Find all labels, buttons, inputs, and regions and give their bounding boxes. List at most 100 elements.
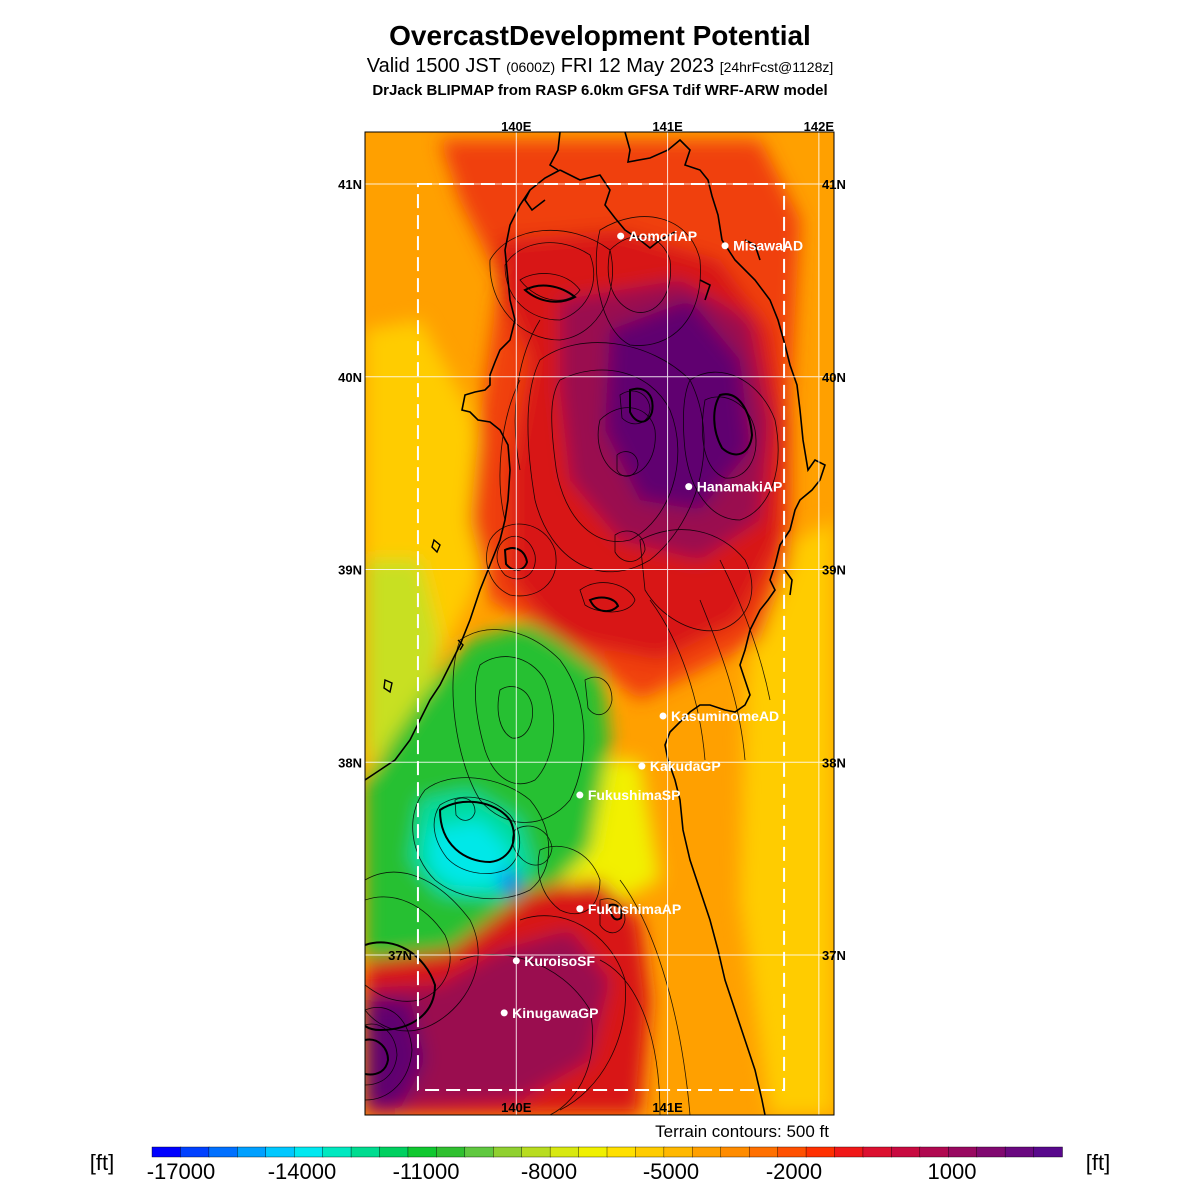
colorbar-swatch	[379, 1146, 409, 1158]
field-blue	[500, 872, 520, 895]
colorbar-swatch	[1033, 1146, 1063, 1158]
colorbar-swatch	[180, 1146, 210, 1158]
chart-title: OvercastDevelopment Potential	[389, 20, 811, 51]
colorbar-swatch	[692, 1146, 722, 1158]
station-marker	[685, 483, 693, 491]
station-kinugawagp[interactable]: KinugawaGP	[500, 1005, 599, 1021]
station-label: FukushimaSP	[588, 787, 681, 803]
colorbar-swatch	[265, 1146, 295, 1158]
colorbar-unit-right: [ft]	[1086, 1150, 1110, 1175]
colorbar-swatch	[549, 1146, 580, 1158]
colorbar-swatch	[635, 1146, 665, 1158]
station-label: KasuminomeAD	[671, 708, 779, 724]
top-lon-label: 140E	[501, 119, 532, 134]
colorbar-swatch	[1004, 1146, 1035, 1158]
colorbar-swatch	[948, 1146, 978, 1158]
colorbar-swatch	[464, 1146, 494, 1158]
colorbar-swatch	[862, 1146, 893, 1158]
station-marker	[617, 232, 625, 240]
station-kakudagp[interactable]: KakudaGP	[638, 758, 721, 774]
valid-prefix: Valid 1500 JST	[366, 55, 501, 77]
colorbar-swatch	[521, 1146, 551, 1158]
right-lat-label: 40N	[822, 370, 846, 385]
colorbar-swatch	[493, 1146, 523, 1158]
map-frame	[364, 131, 835, 1116]
inner-domain-box	[416, 183, 786, 1091]
bottom-lon-label: 141E	[652, 1100, 683, 1115]
coastline	[365, 132, 826, 1115]
left-lat-label: 37N	[388, 948, 412, 963]
station-kuroisosf[interactable]: KuroisoSF	[512, 953, 596, 969]
valid-time: Valid 1500 JST (0600Z) FRI 12 May 2023 […	[0, 55, 1200, 78]
colorbar-tick-label: -11000	[393, 1159, 460, 1184]
colorbar-swatch	[436, 1146, 466, 1158]
left-lat-label: 39N	[338, 563, 362, 578]
colorbar-tick-label: 1000	[928, 1159, 977, 1184]
colorbar-swatch	[606, 1146, 637, 1158]
forecast-tag: [24hrFcst@1128z]	[719, 59, 834, 75]
colorbar-swatch	[777, 1146, 807, 1158]
station-fukushimaap[interactable]: FukushimaAP	[576, 901, 681, 917]
colorbar-tick-label: -8000	[521, 1159, 577, 1184]
colorbar-swatch	[663, 1146, 694, 1158]
terrain-contours-major	[365, 284, 754, 1076]
colorbar-swatch	[151, 1146, 182, 1158]
station-marker	[512, 957, 520, 965]
station-marker	[638, 762, 646, 770]
station-marker	[500, 1009, 508, 1017]
colorbar-swatch	[919, 1146, 949, 1158]
left-lat-label: 38N	[338, 755, 362, 770]
colorbar-unit-left: [ft]	[90, 1150, 114, 1175]
station-label: MisawaAD	[733, 238, 803, 254]
station-label: KuroisoSF	[524, 953, 595, 969]
valid-date: FRI 12 May 2023	[560, 55, 715, 77]
model-info: DrJack BLIPMAP from RASP 6.0km GFSA Tdif…	[372, 82, 828, 99]
station-label: HanamakiAP	[697, 479, 783, 495]
top-lon-label: 142E	[804, 119, 835, 134]
colorbar-swatch	[208, 1146, 239, 1158]
station-label: KinugawaGP	[512, 1005, 598, 1021]
right-lat-label: 38N	[822, 755, 846, 770]
station-fukushimasp[interactable]: FukushimaSP	[576, 787, 680, 803]
colorbar-tick-label: -14000	[268, 1159, 337, 1184]
colorbar-swatch	[720, 1146, 750, 1158]
axis-labels: 140E 141E 142E 140E 141E 41N 40N 39N 38N 37N 41N 40…	[338, 119, 846, 1115]
stations: AomoriAP MisawaAD HanamakiAP KasuminomeAD Ka…	[500, 228, 804, 1021]
map-area: AomoriAP MisawaAD HanamakiAP KasuminomeAD Ka…	[365, 132, 834, 1115]
station-marker	[659, 712, 667, 720]
colorbar-swatch	[350, 1146, 381, 1158]
station-misawaad[interactable]: MisawaAD	[721, 238, 804, 254]
station-marker	[721, 242, 729, 250]
colorbar-swatch	[805, 1146, 836, 1158]
colorbar-tick-label: -2000	[766, 1159, 822, 1184]
station-marker	[576, 791, 584, 799]
station-aomoriap[interactable]: AomoriAP	[617, 228, 697, 244]
right-lat-label: 41N	[822, 177, 846, 192]
colorbar-swatch	[891, 1146, 921, 1158]
colorbar-swatch	[976, 1146, 1006, 1158]
field-yellow-east	[740, 520, 834, 1115]
terrain-note: Terrain contours: 500 ft	[655, 1122, 829, 1141]
colorbar-swatch	[293, 1146, 324, 1158]
colorbar-tick-label: -5000	[643, 1159, 699, 1184]
colorbar-swatch	[578, 1146, 608, 1158]
station-kasuminomead[interactable]: KasuminomeAD	[659, 708, 780, 724]
colorbar: -17000 -14000 -11000 -8000 -5000 -2000 1000	[147, 1146, 1063, 1184]
station-label: FukushimaAP	[588, 901, 681, 917]
islands	[383, 538, 464, 694]
right-lat-label: 37N	[822, 948, 846, 963]
colorbar-swatch	[237, 1146, 267, 1158]
colorbar-swatch	[748, 1146, 779, 1158]
station-label: AomoriAP	[629, 228, 697, 244]
station-hanamakiap[interactable]: HanamakiAP	[685, 479, 782, 495]
field-red-upper	[520, 140, 640, 230]
station-marker	[576, 905, 584, 913]
field-magenta-south	[365, 930, 610, 1110]
valid-utc: (0600Z)	[506, 59, 556, 75]
field-purple-north	[605, 300, 750, 510]
colorbar-swatch	[322, 1146, 352, 1158]
colorbar-tick-label: -17000	[147, 1159, 216, 1184]
field-cyan	[430, 820, 510, 890]
bottom-lon-label: 140E	[501, 1100, 532, 1115]
